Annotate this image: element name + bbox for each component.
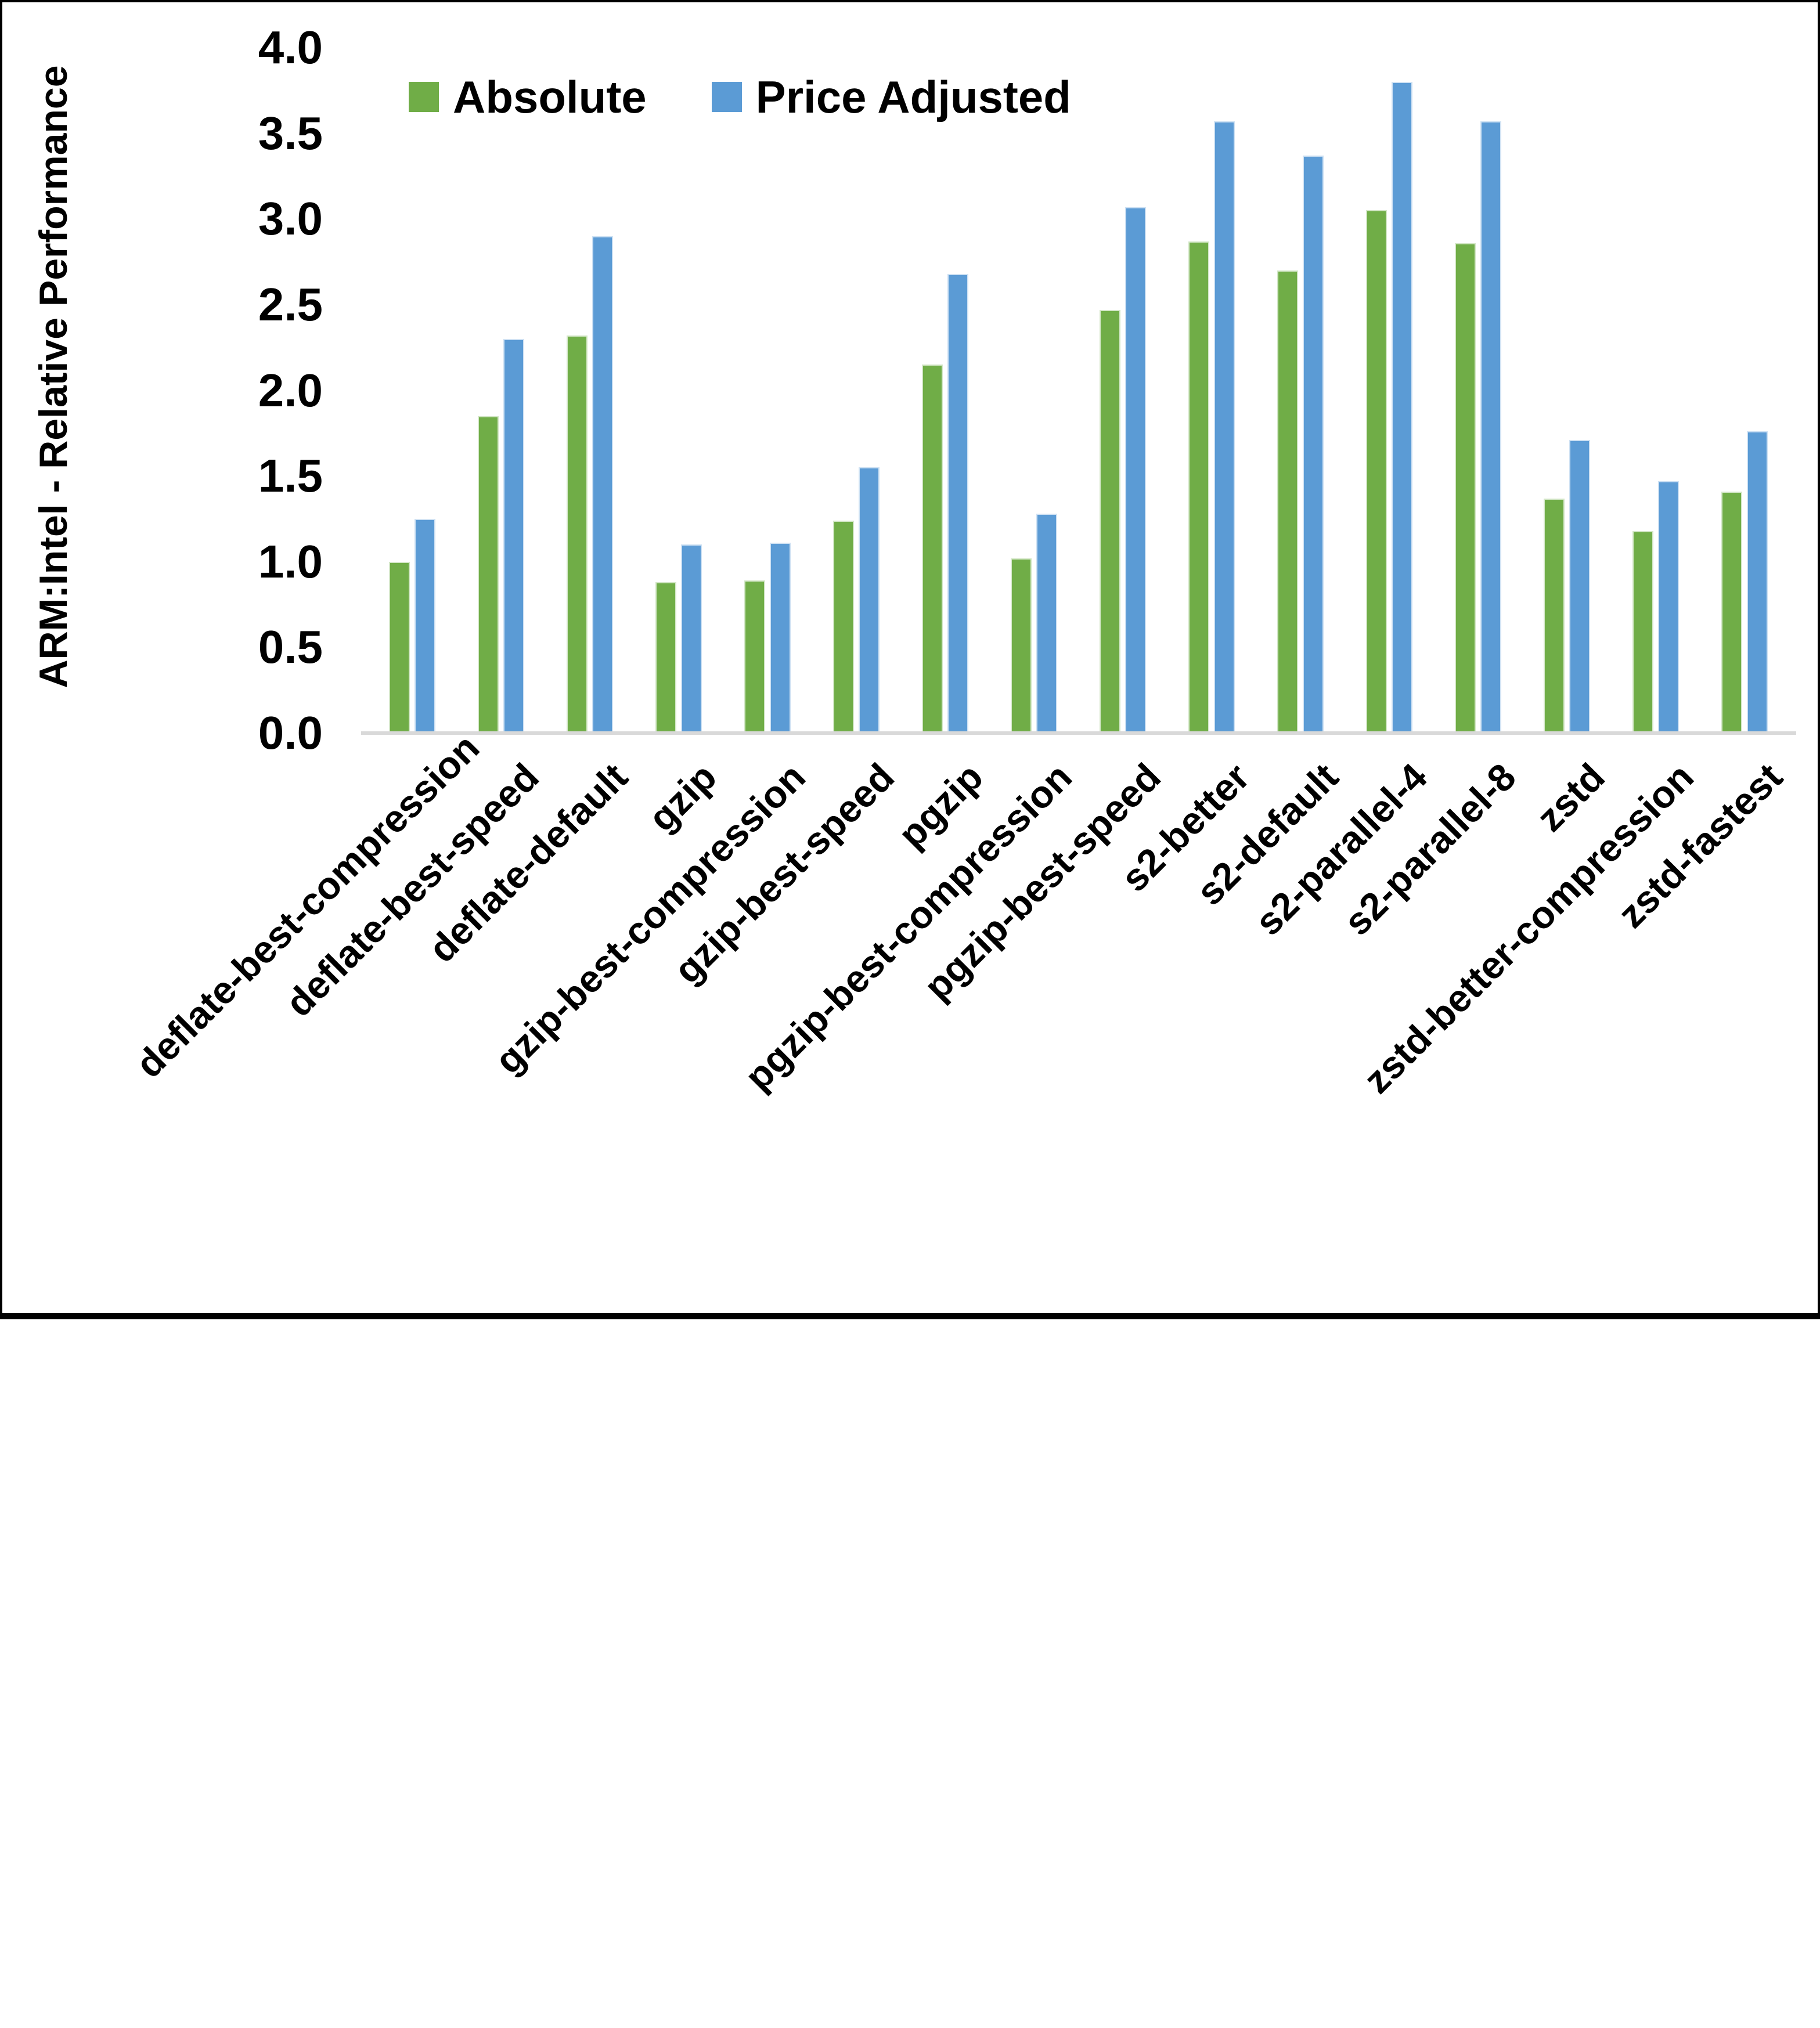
legend-swatch-price-adjusted (711, 82, 742, 112)
plot-area (2, 2, 1818, 1313)
bar-s2-better-absolute (1188, 241, 1209, 733)
x-axis-category-labels: deflate-best-compression deflate-best-spe… (2, 2, 1818, 1313)
bar-pgzip-best-compression-absolute (1011, 558, 1032, 733)
legend-item-absolute: Absolute (409, 71, 647, 124)
bar-zstd-price-adjusted (1569, 440, 1590, 733)
bar-s2-parallel-4-absolute (1366, 210, 1387, 733)
y-tick-label-3.5: 3.5 (258, 107, 323, 159)
bar-gzip-price-adjusted (681, 544, 702, 733)
y-tick-label-0.0: 0.0 (258, 707, 323, 759)
bar-s2-default-price-adjusted (1303, 156, 1324, 733)
legend-item-price-adjusted: Price Adjusted (711, 71, 1071, 124)
legend: Absolute Price Adjusted (409, 65, 1071, 129)
bar-s2-default-absolute (1277, 270, 1298, 733)
y-tick-label-2.0: 2.0 (258, 364, 323, 416)
bar-deflate-best-compression-price-adjusted (415, 519, 435, 733)
bar-pgzip-best-speed-absolute (1100, 310, 1120, 733)
bar-zstd-absolute (1544, 499, 1565, 733)
bar-pgzip-best-compression-price-adjusted (1036, 514, 1057, 733)
y-tick-label-1.5: 1.5 (258, 450, 323, 502)
bar-zstd-better-compression-price-adjusted (1658, 481, 1679, 733)
bar-zstd-better-compression-absolute (1632, 531, 1653, 733)
bar-s2-better-price-adjusted (1214, 121, 1235, 733)
y-tick-label-1.0: 1.0 (258, 535, 323, 587)
bar-gzip-absolute (655, 582, 676, 733)
bar-zstd-fastest-absolute (1721, 492, 1742, 733)
y-tick-label-0.5: 0.5 (258, 621, 323, 673)
legend-swatch-absolute (409, 82, 439, 112)
y-axis-tick-labels: 0.0 0.5 1.0 1.5 2.0 2.5 3.0 3.5 4.0 (2, 2, 323, 1313)
legend-label-price-adjusted: Price Adjusted (755, 71, 1071, 122)
bar-s2-parallel-4-price-adjusted (1392, 82, 1412, 733)
x-axis-line (361, 731, 1796, 735)
bar-deflate-best-speed-price-adjusted (503, 339, 524, 733)
bar-gzip-best-compression-absolute (744, 580, 765, 733)
bar-gzip-best-speed-price-adjusted (859, 467, 880, 733)
bar-gzip-best-compression-price-adjusted (770, 543, 791, 733)
bar-pgzip-price-adjusted (947, 274, 968, 733)
bar-s2-parallel-8-price-adjusted (1480, 121, 1501, 733)
legend-label-absolute: Absolute (453, 71, 647, 122)
bar-deflate-default-price-adjusted (592, 236, 613, 733)
bar-deflate-best-compression-absolute (389, 562, 410, 733)
bar-chart: ARM:Intel - Relative Performance Absolut… (2, 2, 1818, 1313)
bar-zstd-fastest-price-adjusted (1747, 431, 1768, 733)
bar-pgzip-best-speed-price-adjusted (1125, 207, 1146, 733)
bar-s2-parallel-8-absolute (1455, 243, 1476, 733)
y-tick-label-2.5: 2.5 (258, 278, 323, 330)
bar-deflate-best-speed-absolute (478, 416, 499, 733)
y-tick-label-3.0: 3.0 (258, 193, 323, 245)
y-tick-label-4.0: 4.0 (258, 21, 323, 73)
bar-gzip-best-speed-absolute (833, 521, 854, 733)
